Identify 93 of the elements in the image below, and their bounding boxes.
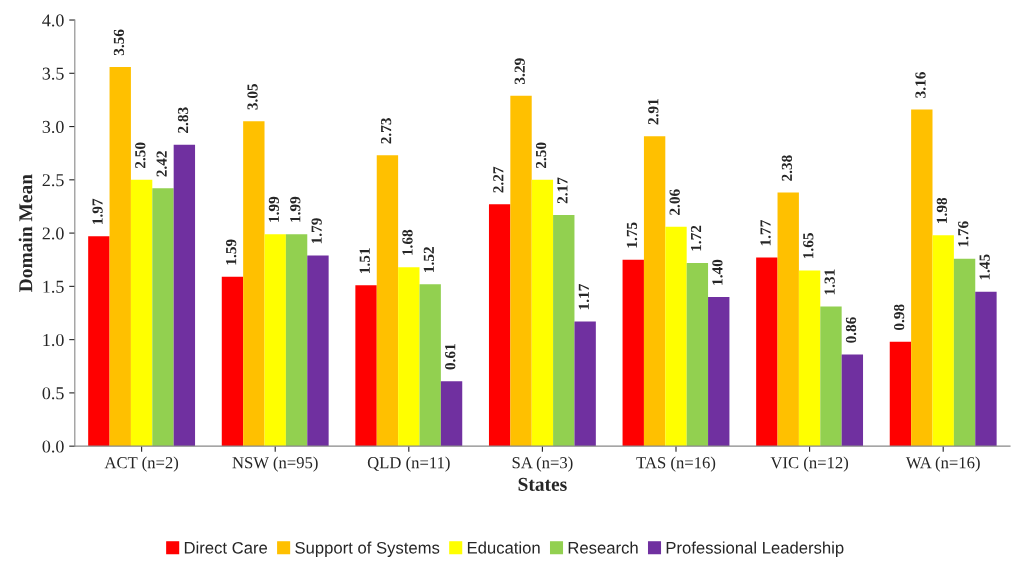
y-tick-label: 1.0 — [43, 333, 64, 347]
legend-label: Support of Systems — [295, 541, 440, 557]
bar — [841, 354, 864, 447]
bar — [708, 297, 730, 447]
data-label: 2.38 — [781, 155, 793, 181]
data-label: 1.45 — [979, 254, 990, 280]
bar — [643, 136, 666, 447]
bar — [419, 284, 441, 447]
x-tick-label: TAS (n=16) — [636, 456, 716, 472]
bar — [531, 179, 554, 447]
data-label: 3.16 — [915, 72, 926, 98]
data-label: 1.40 — [712, 259, 723, 285]
data-label: 1.68 — [402, 229, 413, 255]
bar — [221, 276, 244, 447]
y-tick-label: 0.5 — [42, 387, 64, 400]
x-tick-label: QLD (n=11) — [367, 456, 450, 472]
legend-label: Education — [467, 541, 540, 554]
bar — [264, 234, 286, 447]
bar — [686, 262, 709, 447]
y-tick-label: 0.0 — [42, 440, 64, 453]
y-tick-label: 2.0 — [42, 227, 64, 240]
x-tick-label: NSW (n=95) — [232, 456, 318, 472]
x-axis-title: States — [518, 477, 567, 491]
data-label: 2.42 — [156, 151, 167, 177]
bar — [932, 235, 954, 447]
data-label: 0.98 — [893, 304, 905, 331]
bar — [440, 381, 463, 447]
bar — [911, 109, 933, 447]
bar — [88, 236, 110, 447]
data-label: 1.98 — [936, 197, 948, 223]
data-label: 2.73 — [380, 118, 392, 144]
data-label: 1.79 — [311, 218, 322, 244]
bar — [622, 259, 644, 447]
data-label: 2.50 — [135, 142, 146, 169]
bar — [152, 188, 174, 447]
data-label: 2.91 — [648, 99, 659, 125]
data-label: 1.97 — [92, 198, 103, 224]
bar — [889, 341, 912, 447]
data-label: 2.83 — [177, 107, 189, 133]
legend-label: Research — [568, 541, 638, 554]
bar — [574, 321, 596, 447]
data-label: 1.31 — [824, 269, 835, 295]
bar — [173, 144, 196, 447]
bar — [665, 226, 687, 447]
data-label: 1.51 — [359, 248, 370, 273]
data-label: 1.52 — [423, 247, 435, 272]
data-label: 1.99 — [290, 196, 301, 222]
data-label: 2.27 — [493, 166, 504, 193]
y-axis-title: Domain Mean — [18, 174, 33, 292]
data-label: 3.56 — [113, 29, 125, 56]
bar — [798, 270, 821, 447]
data-label: 1.72 — [690, 225, 702, 251]
data-label: 2.17 — [557, 177, 568, 204]
y-tick-label: 3.5 — [42, 67, 64, 80]
bar — [820, 306, 842, 447]
legend-label: Direct Care — [184, 541, 268, 554]
y-tick-label: 3.0 — [42, 120, 64, 134]
bar — [355, 285, 377, 447]
data-label: 1.75 — [626, 222, 638, 248]
x-tick-label: VIC (n=12) — [770, 456, 849, 472]
data-label: 2.50 — [535, 142, 547, 169]
data-label: 1.17 — [578, 284, 590, 310]
legend-label: Professional Leadership — [666, 541, 844, 557]
data-label: 0.61 — [445, 344, 456, 370]
data-label: 1.59 — [226, 239, 237, 265]
x-tick-label: SA (n=3) — [512, 456, 573, 472]
bar — [756, 257, 778, 447]
bar — [307, 255, 329, 447]
bar — [109, 66, 131, 447]
data-label: 2.06 — [669, 189, 680, 215]
y-tick-label: 2.5 — [42, 174, 64, 187]
bar — [376, 155, 399, 447]
x-tick-label: WA (n=16) — [905, 456, 980, 472]
bar — [953, 258, 976, 447]
y-tick-label: 1.5 — [43, 280, 64, 293]
bar — [130, 179, 153, 447]
data-label: 3.29 — [514, 58, 525, 84]
x-tick-label: ACT (n=2) — [104, 456, 179, 472]
bar — [975, 291, 997, 447]
bar — [285, 234, 308, 447]
bar — [777, 192, 799, 447]
data-label: 0.86 — [845, 317, 857, 343]
bar — [243, 121, 265, 447]
y-tick-label: 4.0 — [42, 14, 64, 27]
data-label: 3.05 — [247, 83, 258, 110]
bar — [510, 95, 532, 447]
data-label: 1.76 — [958, 221, 969, 247]
data-label: 1.99 — [268, 196, 280, 222]
bar — [488, 204, 511, 447]
data-label: 1.77 — [760, 220, 771, 246]
data-label: 1.65 — [803, 233, 814, 259]
bar — [398, 267, 420, 447]
bar — [553, 214, 575, 447]
